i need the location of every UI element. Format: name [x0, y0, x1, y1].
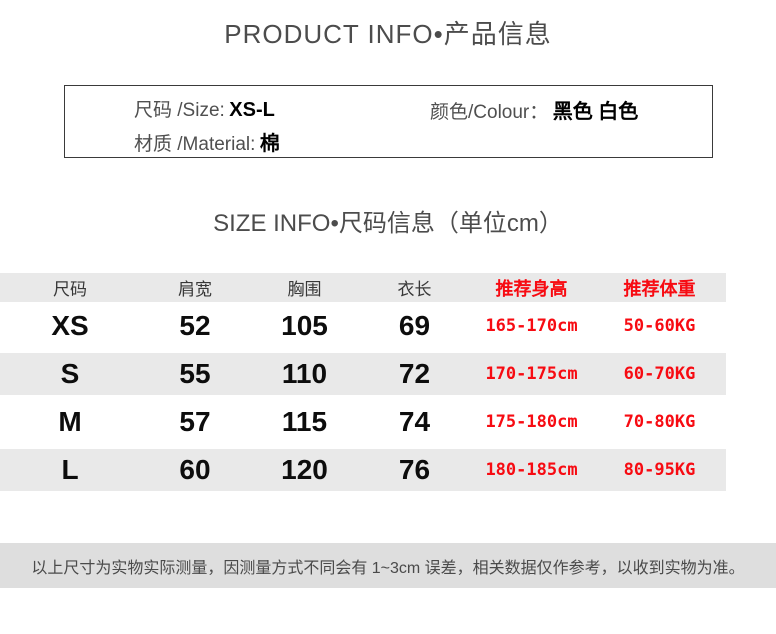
cell-weight: 80-95KG	[593, 446, 726, 494]
footer-note-text: 以上尺寸为实物实际测量，因测量方式不同会有 1~3cm 误差，相关数据仅作参考，…	[31, 559, 745, 577]
cell-bust: 115	[281, 406, 328, 437]
cell-length: 74	[398, 406, 431, 437]
size-info-title: SIZE INFO•尺码信息（单位cm）	[213, 210, 563, 237]
cell-weight: 70-80KG	[623, 412, 696, 432]
cell-size: M	[58, 406, 82, 437]
cell-shoulder: 57	[179, 406, 211, 437]
cell-height: 165-170cm	[485, 316, 578, 336]
size-table: 尺码 肩宽 胸围 衣长 推荐身高 推荐体重 XS 52 105 69 165-1…	[0, 273, 726, 494]
material-field: 材质 /Material: 棉	[134, 127, 280, 156]
product-info-box: 尺码 /Size: XS-L 颜色/Colour： 黑色 白色 材质 /Mate…	[64, 85, 713, 158]
color-value: 黑色 白色	[552, 101, 639, 123]
color-field: 颜色/Colour： 黑色 白色	[430, 95, 638, 124]
material-value: 棉	[259, 133, 280, 155]
cell-bust: 110	[250, 350, 359, 398]
color-label: 颜色/Colour：	[430, 102, 549, 123]
size-value: XS-L	[229, 99, 275, 121]
cell-size: S	[0, 350, 140, 398]
cell-bust: 120	[250, 446, 359, 494]
cell-length: 69	[398, 310, 431, 341]
cell-size: XS	[51, 310, 89, 341]
cell-length: 72	[359, 350, 470, 398]
cell-height: 180-185cm	[470, 446, 593, 494]
col-header-recommended-height: 推荐身高	[470, 273, 593, 302]
col-header-length: 衣长	[359, 273, 470, 302]
col-header-size: 尺码	[0, 273, 140, 302]
col-header-shoulder: 肩宽	[140, 273, 250, 302]
cell-shoulder: 55	[140, 350, 250, 398]
size-table-wrap: 尺码 肩宽 胸围 衣长 推荐身高 推荐体重 XS 52 105 69 165-1…	[0, 273, 726, 494]
measurement-disclaimer: 以上尺寸为实物实际测量，因测量方式不同会有 1~3cm 误差，相关数据仅作参考，…	[0, 543, 776, 588]
size-label: 尺码 /Size:	[134, 100, 225, 121]
page-title: PRODUCT INFO•产品信息	[224, 19, 552, 49]
cell-weight: 50-60KG	[623, 316, 696, 336]
table-row-l: L 60 120 76 180-185cm 80-95KG	[0, 446, 726, 494]
cell-height: 175-180cm	[485, 412, 578, 432]
material-label: 材质 /Material:	[134, 134, 256, 155]
cell-height: 170-175cm	[470, 350, 593, 398]
table-row-s: S 55 110 72 170-175cm 60-70KG	[0, 350, 726, 398]
table-row-xs: XS 52 105 69 165-170cm 50-60KG	[0, 302, 726, 350]
cell-bust: 105	[281, 310, 328, 341]
table-header-row: 尺码 肩宽 胸围 衣长 推荐身高 推荐体重	[0, 273, 726, 302]
cell-shoulder: 60	[140, 446, 250, 494]
col-header-recommended-weight: 推荐体重	[593, 273, 726, 302]
col-header-bust: 胸围	[250, 273, 359, 302]
cell-length: 76	[359, 446, 470, 494]
table-row-m: M 57 115 74 175-180cm 70-80KG	[0, 398, 726, 446]
cell-weight: 60-70KG	[593, 350, 726, 398]
cell-size: L	[0, 446, 140, 494]
cell-shoulder: 52	[179, 310, 211, 341]
size-field: 尺码 /Size: XS-L	[134, 95, 275, 122]
